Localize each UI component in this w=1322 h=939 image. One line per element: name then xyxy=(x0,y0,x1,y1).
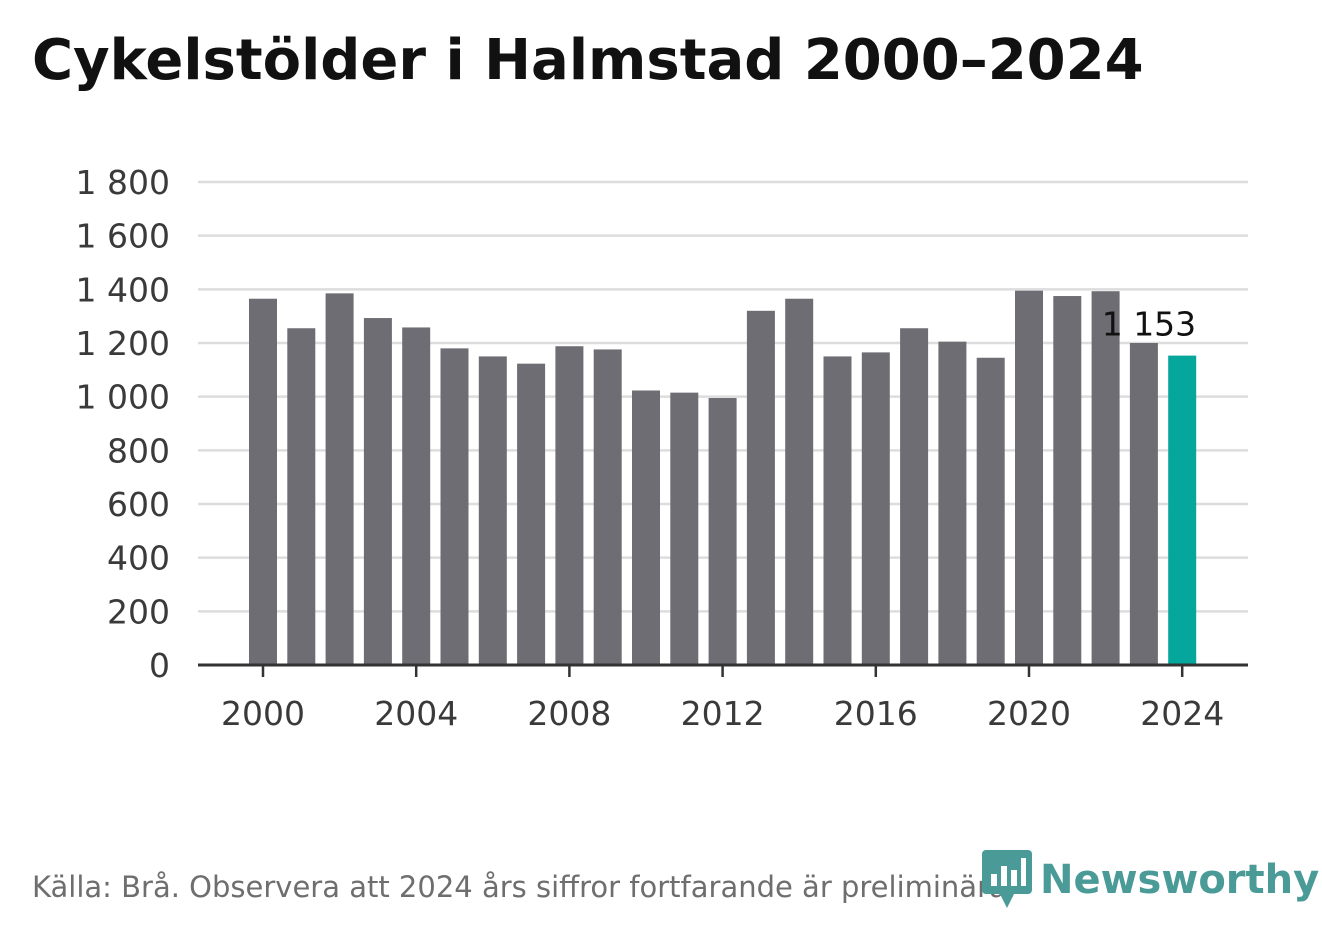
bar-2009 xyxy=(593,349,622,665)
bar-2007 xyxy=(517,363,546,665)
x-tick-label: 2000 xyxy=(221,694,305,733)
bar-2012 xyxy=(708,398,737,665)
bar-2001 xyxy=(287,328,316,665)
y-tick-label: 1 800 xyxy=(76,163,170,202)
bar-2000 xyxy=(249,298,277,665)
bar-2004 xyxy=(402,327,431,665)
bar-2013 xyxy=(746,310,775,665)
bar-2020 xyxy=(1015,290,1043,665)
newsworthy-logo-icon xyxy=(982,850,1032,908)
y-tick-label: 200 xyxy=(107,592,170,631)
x-axis xyxy=(198,663,1248,677)
y-tick-label: 0 xyxy=(149,646,170,685)
bar-2021 xyxy=(1053,296,1082,665)
bar-2010 xyxy=(632,390,660,665)
bars xyxy=(249,290,1197,665)
y-axis-tick-labels: 0 200 400 600 800 1 000 1 200 1 400 1 600 1 800 xyxy=(76,163,170,685)
y-tick-label: 400 xyxy=(107,539,170,578)
bar-2008 xyxy=(555,346,584,665)
bar-2014 xyxy=(785,298,814,665)
data-labels: 1 153 xyxy=(1102,305,1196,344)
bar-2019 xyxy=(976,357,1005,665)
y-tick-label: 1 600 xyxy=(76,217,170,256)
x-tick-label: 2004 xyxy=(374,694,458,733)
newsworthy-logo[interactable]: Newsworthy xyxy=(982,850,1319,910)
y-tick-label: 600 xyxy=(107,485,170,524)
x-tick-label: 2012 xyxy=(681,694,765,733)
y-tick-label: 1 400 xyxy=(76,270,170,309)
source-note: Källa: Brå. Observera att 2024 års siffr… xyxy=(32,870,1016,904)
y-tick-label: 1 000 xyxy=(76,378,170,417)
bar-2002 xyxy=(325,293,354,665)
y-tick-label: 800 xyxy=(107,431,170,470)
bar-2022 xyxy=(1091,291,1120,665)
x-tick-label: 2008 xyxy=(527,694,611,733)
bar-2015 xyxy=(823,356,852,665)
bar-2024 xyxy=(1168,355,1197,665)
x-tick-label: 2020 xyxy=(987,694,1071,733)
bar-2018 xyxy=(938,341,967,665)
x-tick-label: 2024 xyxy=(1140,694,1224,733)
x-axis-tick-labels: 2000 2004 2008 2012 2016 2020 2024 xyxy=(221,694,1224,733)
data-label-2024: 1 153 xyxy=(1102,305,1196,344)
brand-name: Newsworthy xyxy=(1040,857,1320,903)
bar-2003 xyxy=(363,318,392,665)
chart-title: Cykelstölder i Halmstad 2000–2024 xyxy=(32,28,1144,93)
y-tick-label: 1 200 xyxy=(76,324,170,363)
bar-2011 xyxy=(670,392,699,665)
bar-2017 xyxy=(900,328,929,665)
bar-2005 xyxy=(440,348,469,665)
x-tick-label: 2016 xyxy=(834,694,918,733)
bar-2006 xyxy=(478,356,507,665)
bar-2016 xyxy=(861,352,890,665)
bar-2023 xyxy=(1129,343,1158,665)
